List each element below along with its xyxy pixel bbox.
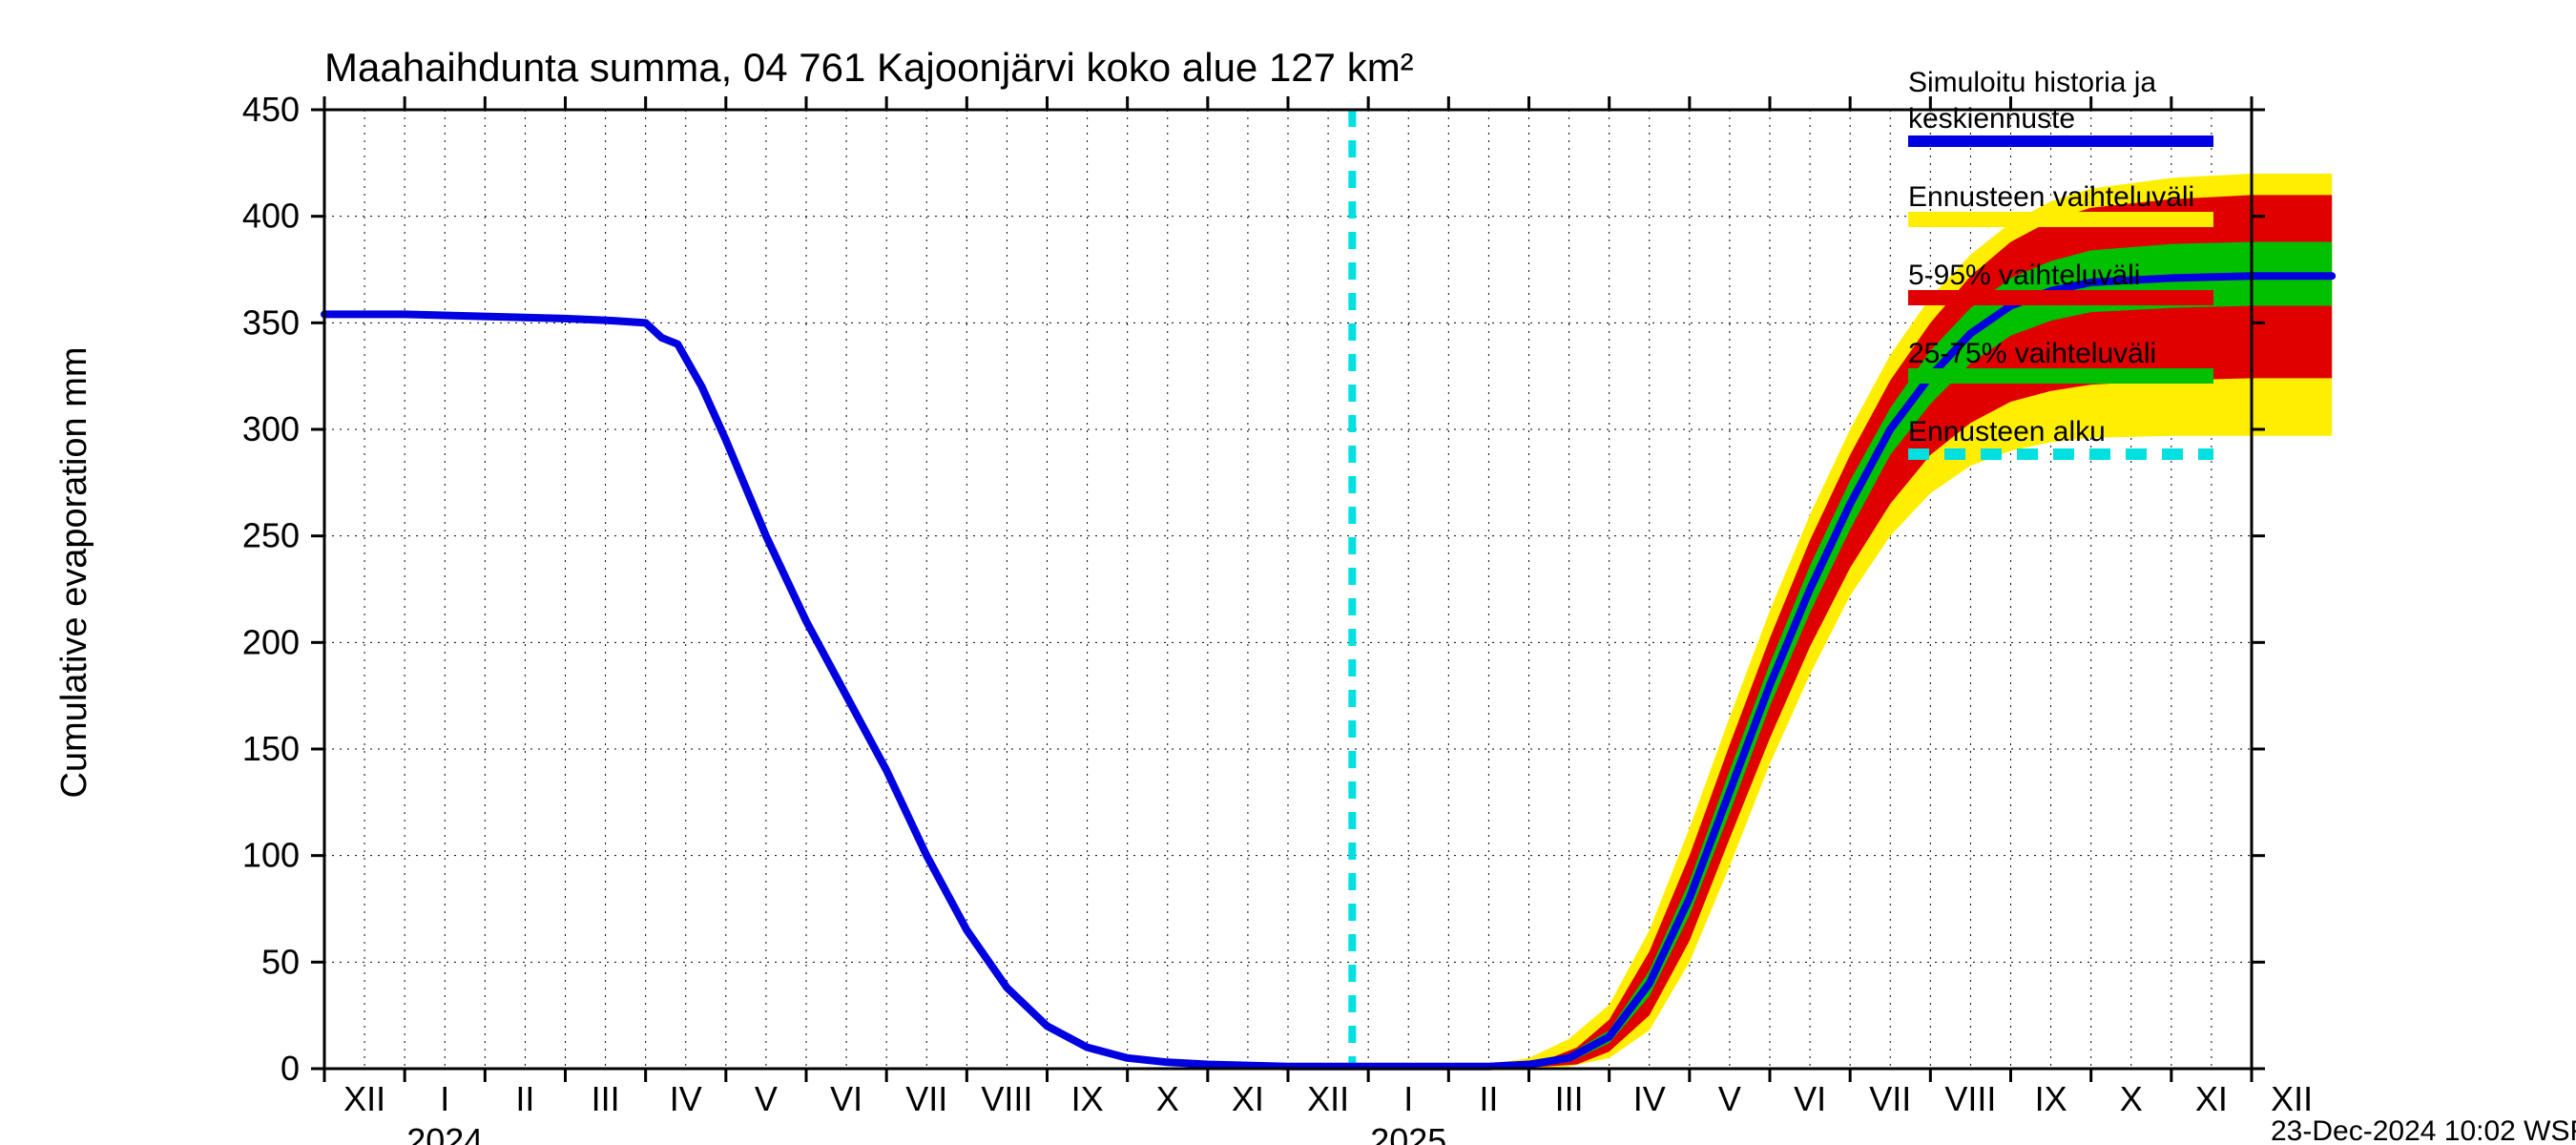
y-tick-label: 50 xyxy=(261,942,300,981)
legend-label: 25-75% vaihteluväli xyxy=(1908,338,2156,369)
x-tick-label: VI xyxy=(830,1079,862,1118)
x-year-label: 2025 xyxy=(1370,1121,1446,1145)
x-tick-label: XI xyxy=(2195,1079,2228,1118)
legend-swatch-block xyxy=(1908,290,2213,305)
legend-label: Ennusteen alku xyxy=(1908,416,2106,448)
y-tick-label: 200 xyxy=(242,622,300,661)
x-tick-label: VII xyxy=(1869,1079,1911,1118)
x-tick-label: III xyxy=(592,1079,620,1118)
x-tick-label: VI xyxy=(1794,1079,1826,1118)
y-tick-label: 250 xyxy=(242,516,300,555)
legend-label: Ennusteen vaihteluväli xyxy=(1908,181,2194,213)
legend-label: 5-95% vaihteluväli xyxy=(1908,260,2140,291)
x-tick-label: II xyxy=(1479,1079,1498,1118)
y-tick-label: 450 xyxy=(242,90,300,129)
x-tick-label: XI xyxy=(1232,1079,1264,1118)
x-tick-label: VII xyxy=(905,1079,947,1118)
x-tick-label: IV xyxy=(1633,1079,1666,1118)
x-tick-label: II xyxy=(515,1079,534,1118)
y-tick-label: 0 xyxy=(280,1049,300,1088)
x-tick-label: IV xyxy=(670,1079,702,1118)
legend-swatch-block xyxy=(1908,368,2213,384)
x-tick-label: X xyxy=(1156,1079,1179,1118)
y-tick-label: 300 xyxy=(242,409,300,448)
x-tick-label: V xyxy=(755,1079,778,1118)
plot-border xyxy=(324,110,2252,1069)
x-year-label: 2024 xyxy=(406,1121,483,1145)
y-tick-label: 100 xyxy=(242,836,300,875)
y-tick-label: 150 xyxy=(242,729,300,768)
chart-title: Maahaihdunta summa, 04 761 Kajoonjärvi k… xyxy=(324,45,1414,90)
x-tick-label: XII xyxy=(343,1079,385,1118)
footer-timestamp: 23-Dec-2024 10:02 WSFS-O xyxy=(2271,1115,2576,1145)
y-tick-label: 350 xyxy=(242,302,300,342)
x-tick-label: XII xyxy=(1307,1079,1349,1118)
x-tick-label: IX xyxy=(1071,1079,1104,1118)
x-tick-label: IX xyxy=(2035,1079,2067,1118)
x-tick-label: XII xyxy=(2271,1079,2313,1118)
legend-swatch-block xyxy=(1908,212,2213,227)
x-tick-label: I xyxy=(1403,1079,1413,1118)
x-tick-label: VIII xyxy=(1944,1079,1996,1118)
x-tick-label: V xyxy=(1718,1079,1741,1118)
x-tick-label: III xyxy=(1555,1079,1584,1118)
legend-label: Simuloitu historia ja xyxy=(1908,67,2156,98)
legend-label: keskiennuste xyxy=(1908,103,2075,135)
y-tick-label: 400 xyxy=(242,197,300,236)
x-tick-label: I xyxy=(440,1079,449,1118)
x-tick-label: VIII xyxy=(981,1079,1032,1118)
y-axis-label: Cumulative evaporation mm xyxy=(54,346,94,798)
x-tick-label: X xyxy=(2120,1079,2143,1118)
